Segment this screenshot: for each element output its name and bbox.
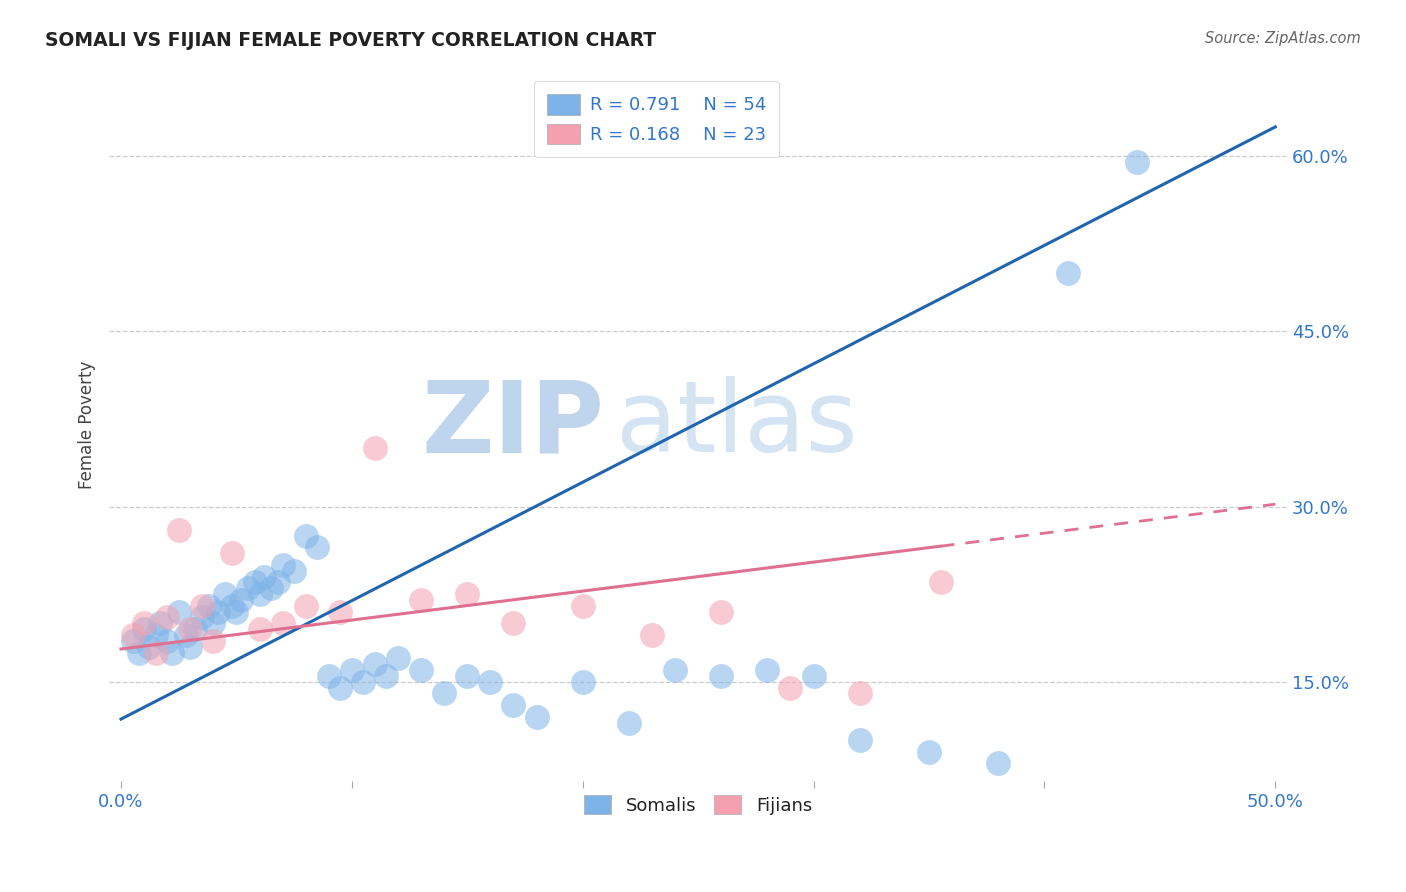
Point	[352, 674, 374, 689]
Point	[641, 628, 664, 642]
Point	[121, 628, 143, 642]
Text: ZIP: ZIP	[420, 376, 605, 474]
Point	[779, 681, 801, 695]
Point	[456, 669, 478, 683]
Point	[121, 633, 143, 648]
Point	[803, 669, 825, 683]
Point	[156, 633, 179, 648]
Point	[502, 698, 524, 712]
Point	[710, 605, 733, 619]
Point	[433, 686, 456, 700]
Point	[987, 756, 1010, 771]
Point	[848, 686, 870, 700]
Point	[202, 616, 225, 631]
Point	[456, 587, 478, 601]
Text: Source: ZipAtlas.com: Source: ZipAtlas.com	[1205, 31, 1361, 46]
Y-axis label: Female Poverty: Female Poverty	[79, 360, 96, 489]
Point	[229, 593, 252, 607]
Point	[929, 575, 952, 590]
Point	[294, 599, 316, 613]
Point	[329, 605, 352, 619]
Point	[571, 599, 593, 613]
Point	[571, 674, 593, 689]
Point	[197, 599, 219, 613]
Point	[918, 745, 941, 759]
Point	[364, 657, 387, 672]
Point	[160, 646, 183, 660]
Point	[179, 622, 201, 636]
Point	[184, 622, 207, 636]
Point	[249, 622, 271, 636]
Point	[294, 529, 316, 543]
Point	[179, 640, 201, 654]
Point	[138, 640, 160, 654]
Point	[243, 575, 266, 590]
Point	[132, 622, 155, 636]
Point	[221, 546, 243, 560]
Point	[364, 441, 387, 455]
Point	[340, 663, 363, 677]
Point	[260, 582, 283, 596]
Point	[710, 669, 733, 683]
Point	[267, 575, 290, 590]
Legend: Somalis, Fijians: Somalis, Fijians	[574, 784, 823, 825]
Point	[167, 605, 190, 619]
Point	[271, 558, 294, 572]
Point	[411, 663, 433, 677]
Point	[1056, 266, 1078, 280]
Point	[149, 616, 172, 631]
Point	[479, 674, 502, 689]
Point	[307, 541, 329, 555]
Point	[329, 681, 352, 695]
Point	[128, 646, 150, 660]
Point	[145, 646, 167, 660]
Point	[502, 616, 524, 631]
Text: atlas: atlas	[616, 376, 858, 474]
Point	[271, 616, 294, 631]
Point	[191, 610, 214, 624]
Point	[214, 587, 236, 601]
Point	[167, 523, 190, 537]
Point	[1126, 155, 1149, 169]
Point	[145, 628, 167, 642]
Point	[848, 733, 870, 747]
Point	[249, 587, 271, 601]
Point	[174, 628, 197, 642]
Point	[156, 610, 179, 624]
Point	[664, 663, 686, 677]
Point	[617, 715, 640, 730]
Point	[318, 669, 340, 683]
Point	[387, 651, 409, 665]
Point	[132, 616, 155, 631]
Point	[411, 593, 433, 607]
Point	[202, 633, 225, 648]
Point	[283, 564, 305, 578]
Point	[253, 569, 276, 583]
Point	[191, 599, 214, 613]
Point	[236, 582, 259, 596]
Point	[221, 599, 243, 613]
Text: SOMALI VS FIJIAN FEMALE POVERTY CORRELATION CHART: SOMALI VS FIJIAN FEMALE POVERTY CORRELAT…	[45, 31, 657, 50]
Point	[526, 710, 548, 724]
Point	[756, 663, 779, 677]
Point	[375, 669, 398, 683]
Point	[225, 605, 247, 619]
Point	[207, 605, 229, 619]
